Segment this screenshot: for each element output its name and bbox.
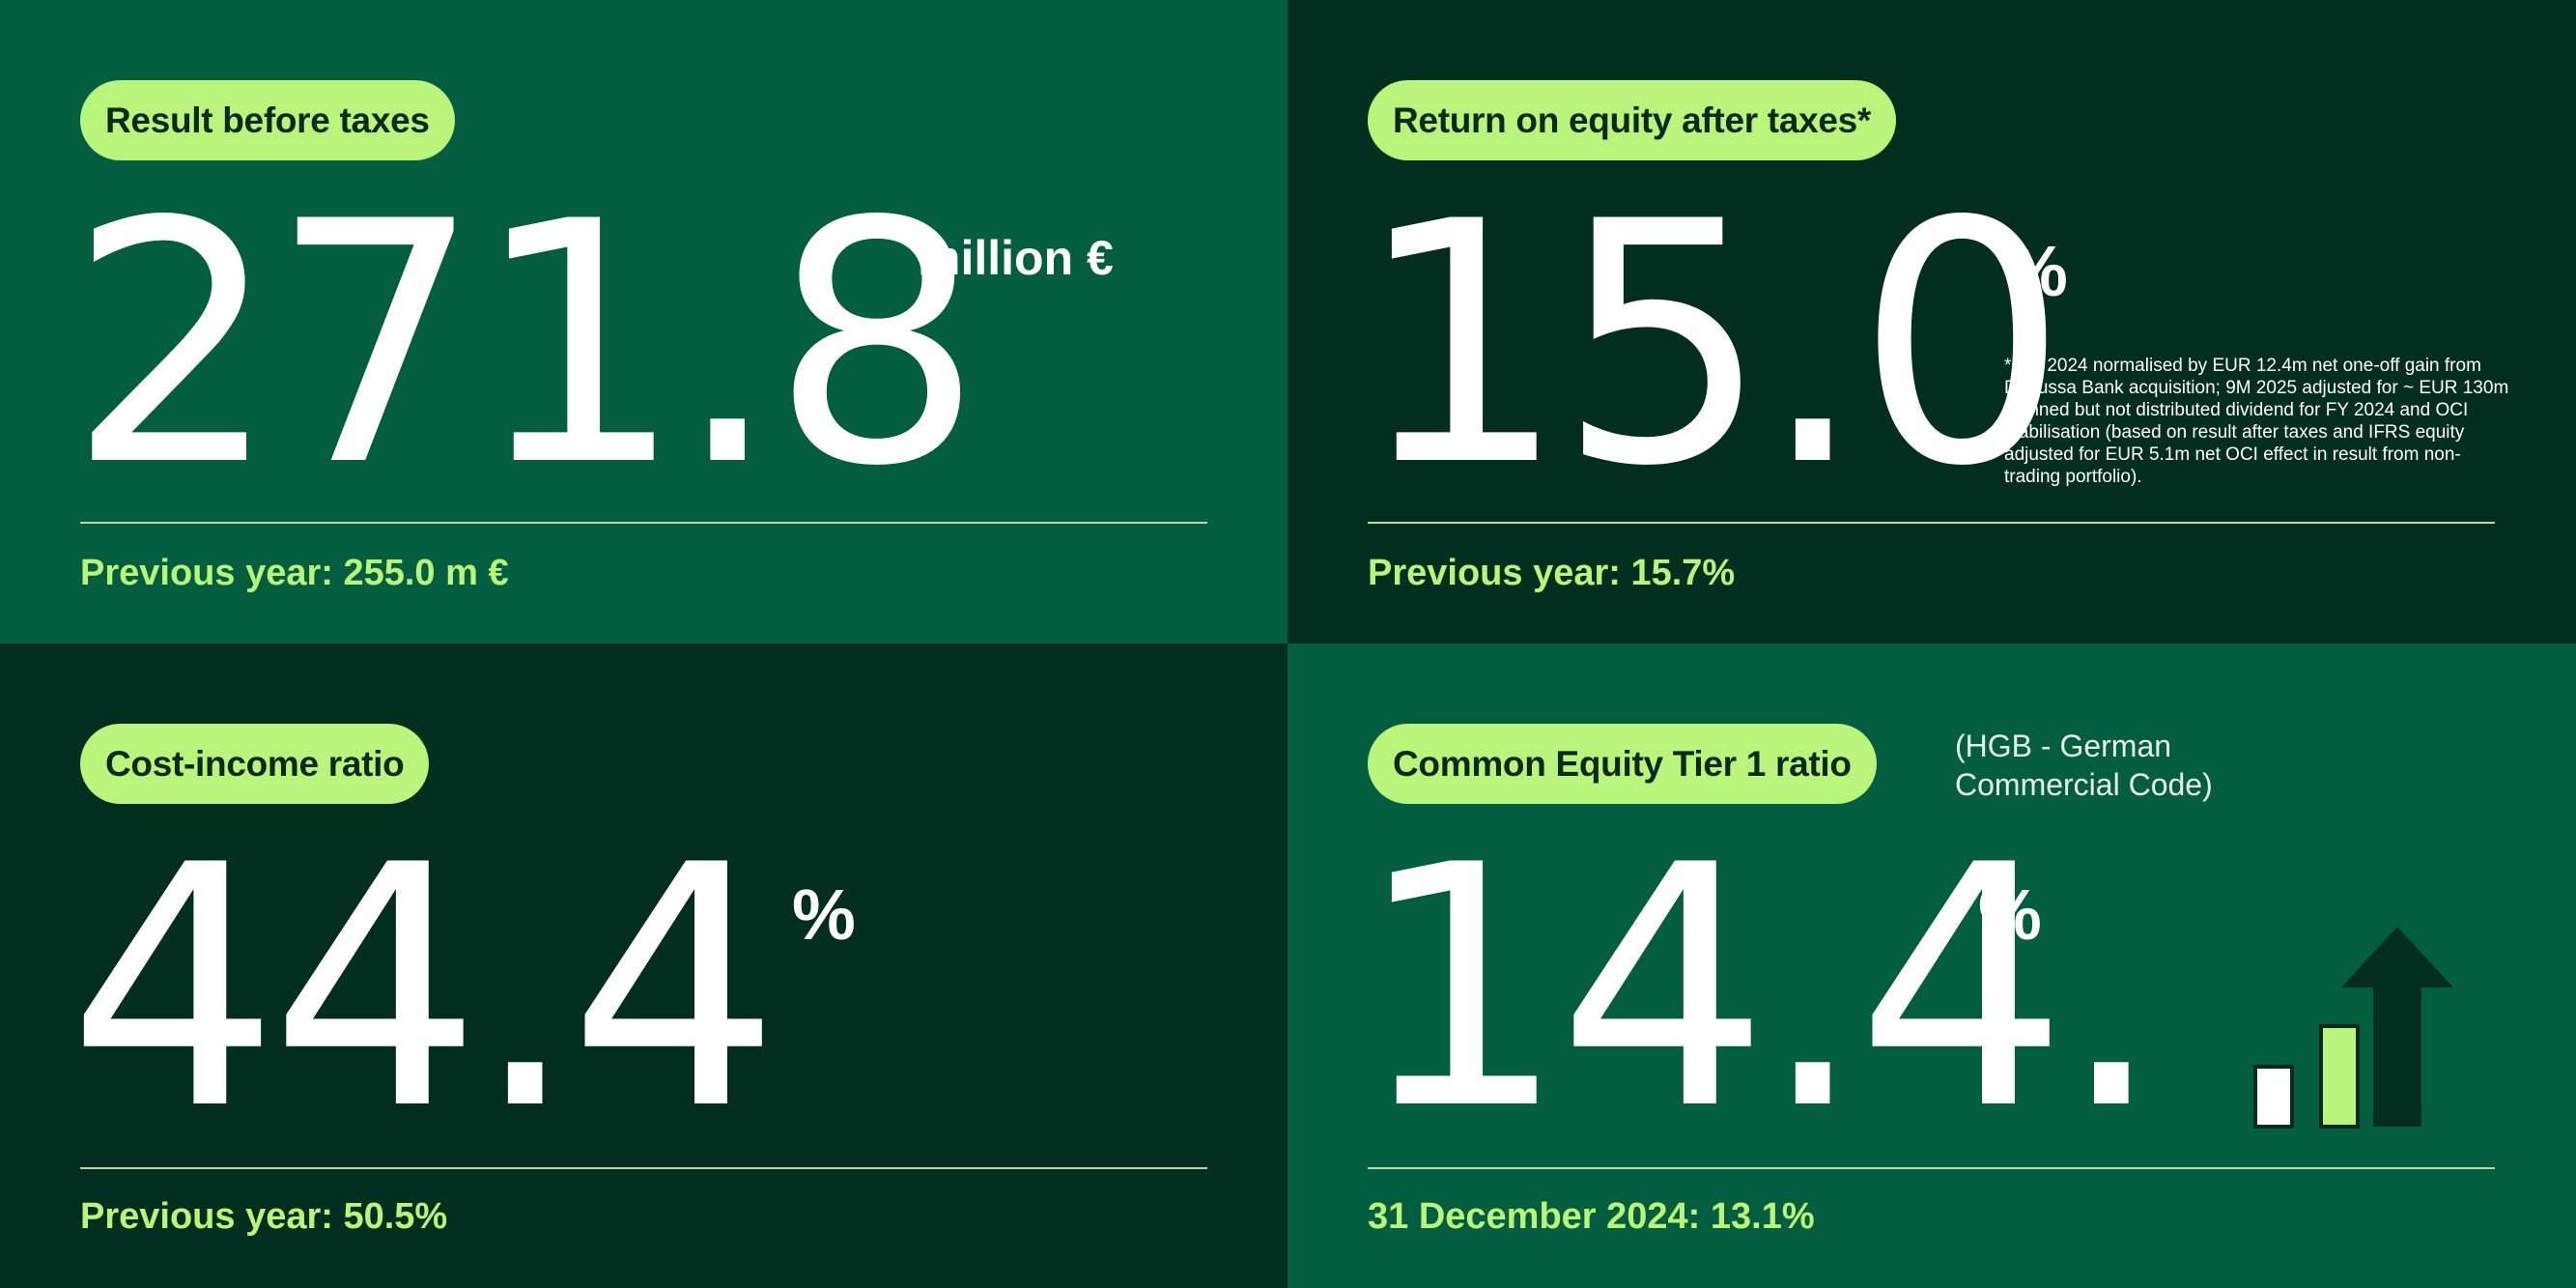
kpi-unit: % [2004, 231, 2068, 311]
panel-cet1-ratio: Common Equity Tier 1 ratio (HGB - German… [1288, 644, 2576, 1288]
kpi-value: 271.8 [68, 152, 983, 539]
regulatory-note: (HGB - German Commercial Code) [1955, 729, 2213, 802]
divider [80, 522, 1207, 524]
divider [1368, 1167, 2495, 1169]
kpi-label: Result before taxes [80, 80, 455, 160]
kpi-value: 14.4. [1355, 795, 2165, 1183]
bar-chart-with-up-arrow-icon [2253, 927, 2453, 1129]
kpi-value: 44.4 [68, 795, 780, 1183]
footnote: * 9M 2024 normalised by EUR 12.4m net on… [2004, 356, 2509, 487]
panel-return-on-equity: Return on equity after taxes* 15.0 % * 9… [1288, 0, 2576, 644]
small-bar [2253, 1065, 2294, 1129]
panel-result-before-taxes: Result before taxes 271.8 million € Prev… [0, 0, 1288, 644]
divider [80, 1167, 1207, 1169]
previous-year-value: Previous year: 50.5% [80, 1196, 448, 1237]
kpi-value: 15.0 [1355, 152, 2068, 539]
previous-year-value: Previous year: 15.7% [1368, 553, 1736, 593]
panel-cost-income-ratio: Cost-income ratio 44.4 % Previous year: … [0, 644, 1288, 1288]
previous-year-value: Previous year: 255.0 m € [80, 553, 509, 593]
kpi-label: Return on equity after taxes* [1368, 80, 1897, 160]
up-arrow [2341, 927, 2453, 1127]
divider [1368, 522, 2495, 524]
bar-chart-with-up-arrow-icon [2253, 927, 2453, 1129]
kpi-unit: % [1978, 874, 2042, 955]
previous-year-value: 31 December 2024: 13.1% [1368, 1196, 1815, 1237]
medium-bar [2319, 1024, 2360, 1129]
kpi-unit: million € [918, 231, 1114, 285]
kpi-unit: % [792, 874, 856, 955]
kpi-label: Common Equity Tier 1 ratio [1368, 724, 1877, 804]
kpi-label: Cost-income ratio [80, 724, 430, 804]
